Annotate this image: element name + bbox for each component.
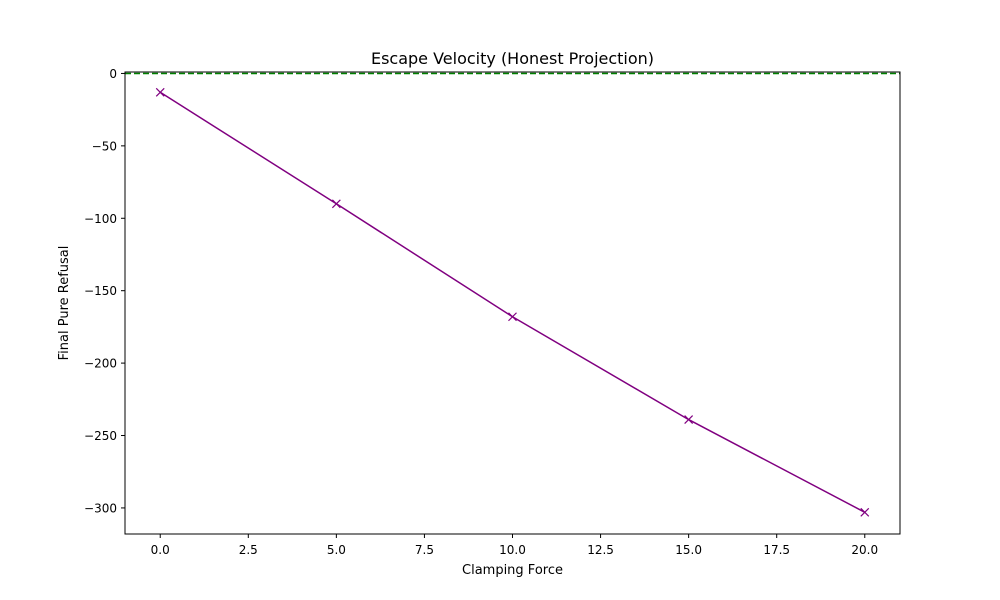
x-tick-label: 10.0 bbox=[499, 543, 526, 557]
data-point-marker bbox=[860, 507, 870, 517]
series-line bbox=[159, 91, 866, 513]
marker-stroke bbox=[331, 199, 341, 209]
x-tick-label: 0.0 bbox=[151, 543, 170, 557]
marker-stroke bbox=[860, 507, 870, 517]
plot-area bbox=[125, 72, 900, 517]
data-point-marker bbox=[508, 312, 517, 322]
marker-stroke bbox=[684, 415, 694, 425]
chart-title: Escape Velocity (Honest Projection) bbox=[371, 49, 654, 68]
y-tick-label: −200 bbox=[84, 357, 117, 371]
plot-frame bbox=[124, 71, 901, 535]
x-tick-label: 17.5 bbox=[763, 543, 790, 557]
marker-stroke bbox=[155, 87, 165, 97]
x-axis: 0.0 2.5 5.0 7.5 10.0 12.5 15.0 17.5 20.0 bbox=[151, 534, 878, 557]
x-tick-label: 7.5 bbox=[415, 543, 434, 557]
y-tick-label: 0 bbox=[109, 67, 117, 81]
y-tick-label: −300 bbox=[84, 501, 117, 515]
x-axis-label: Clamping Force bbox=[462, 563, 563, 578]
x-tick-label: 5.0 bbox=[327, 543, 346, 557]
x-tick-label: 15.0 bbox=[675, 543, 702, 557]
marker-stroke bbox=[508, 312, 517, 322]
x-tick-label: 2.5 bbox=[239, 543, 258, 557]
data-point-marker bbox=[331, 199, 341, 209]
y-tick-label: −250 bbox=[84, 429, 117, 443]
data-point-marker bbox=[684, 415, 694, 425]
y-tick-label: −50 bbox=[92, 139, 117, 153]
y-axis: 0 −50 −100 −150 −200 −250 −300 bbox=[84, 67, 125, 515]
y-tick-label: −100 bbox=[84, 212, 117, 226]
data-point-marker bbox=[155, 87, 165, 97]
x-tick-label: 12.5 bbox=[587, 543, 614, 557]
x-tick-label: 20.0 bbox=[851, 543, 878, 557]
y-tick-label: −150 bbox=[84, 284, 117, 298]
y-axis-label: Final Pure Refusal bbox=[57, 246, 72, 361]
